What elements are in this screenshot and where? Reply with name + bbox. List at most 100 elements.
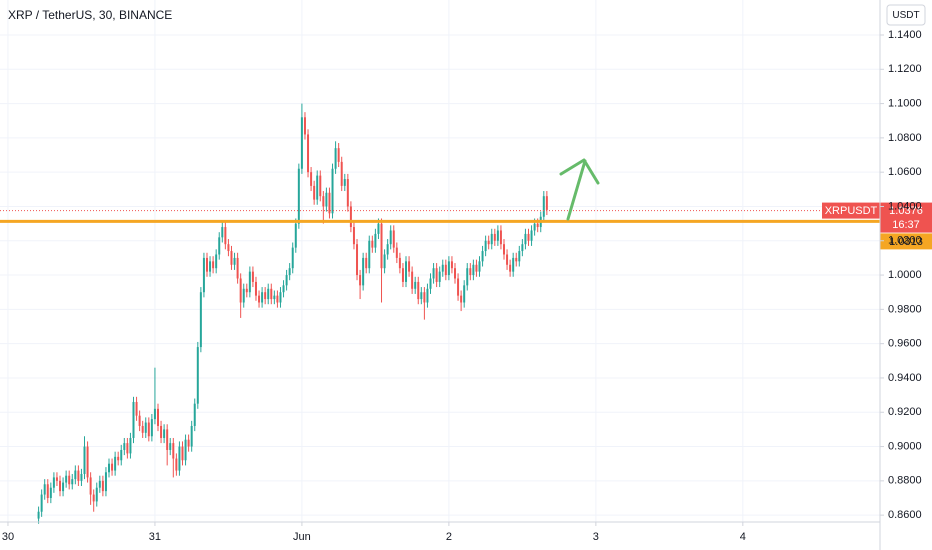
candle-body bbox=[331, 168, 334, 214]
axes: 0.8600 0.8800 0.9000 0.9200 0.9400 0.9600 0.98… bbox=[2, 29, 922, 543]
y-tick-label: 1.1400 bbox=[888, 29, 922, 41]
candle-body bbox=[343, 179, 346, 186]
candle-body bbox=[450, 261, 453, 269]
candle-body bbox=[160, 425, 163, 438]
y-tick-label: 1.0000 bbox=[888, 269, 922, 281]
candle-body bbox=[230, 251, 233, 265]
candle-body bbox=[233, 257, 236, 265]
candle-body bbox=[52, 477, 55, 488]
candle-body bbox=[383, 254, 386, 269]
candle-body bbox=[95, 487, 98, 502]
candle-body bbox=[490, 233, 493, 245]
y-tick-label: 1.1000 bbox=[888, 97, 922, 109]
candle-body bbox=[166, 429, 169, 450]
candle-body bbox=[530, 230, 533, 241]
candle-body bbox=[401, 268, 404, 282]
candle-body bbox=[264, 292, 267, 300]
y-tick-label: 0.9600 bbox=[888, 338, 922, 350]
candle-body bbox=[291, 247, 294, 269]
candle-body bbox=[101, 480, 104, 492]
candle-body bbox=[527, 233, 530, 241]
candle-body bbox=[310, 172, 313, 186]
candle-body bbox=[187, 439, 190, 447]
candle-body bbox=[135, 401, 138, 416]
grid bbox=[0, 0, 880, 522]
candle-body bbox=[334, 148, 337, 169]
candle-body bbox=[447, 261, 450, 276]
candle-body bbox=[120, 449, 123, 461]
candle-body bbox=[377, 223, 380, 234]
candle-body bbox=[80, 473, 83, 481]
y-tick-label: 1.1200 bbox=[888, 63, 922, 75]
trend-arrow bbox=[559, 158, 600, 221]
candle-body bbox=[352, 227, 355, 245]
candle-body bbox=[542, 196, 545, 217]
candles bbox=[37, 103, 548, 524]
candle-body bbox=[245, 288, 248, 293]
y-tick-label: 0.9400 bbox=[888, 372, 922, 384]
candle-body bbox=[389, 230, 392, 245]
candle-body bbox=[276, 295, 279, 303]
candle-body bbox=[432, 268, 435, 279]
candle-body bbox=[294, 223, 297, 248]
candle-body bbox=[398, 257, 401, 269]
overlays: 1.0313 XRPUSDT 1.0376 16:37 bbox=[0, 202, 932, 250]
candle-body bbox=[512, 257, 515, 272]
candle-body bbox=[181, 446, 184, 461]
candle-body bbox=[435, 268, 438, 282]
candle-body bbox=[190, 425, 193, 447]
candle-body bbox=[126, 443, 129, 454]
candle-body bbox=[420, 292, 423, 300]
candle-body bbox=[356, 244, 359, 276]
y-tick-label: 0.9800 bbox=[888, 303, 922, 315]
candle-body bbox=[303, 117, 306, 135]
arrow-shaft bbox=[566, 159, 587, 221]
candle-body bbox=[111, 463, 114, 471]
candle-body bbox=[77, 470, 80, 481]
candle-body bbox=[71, 479, 74, 485]
candle-body bbox=[147, 422, 150, 437]
candle-body bbox=[288, 268, 291, 276]
candle-body bbox=[267, 288, 270, 300]
candle-body bbox=[322, 196, 325, 207]
candle-body bbox=[83, 446, 86, 474]
candle-body bbox=[472, 264, 475, 276]
candle-body bbox=[285, 275, 288, 286]
last-price-bg bbox=[880, 202, 932, 233]
candle-body bbox=[169, 443, 172, 450]
y-tick-label: 1.0400 bbox=[888, 200, 922, 212]
candle-body bbox=[362, 257, 365, 286]
candle-body bbox=[463, 285, 466, 303]
candle-body bbox=[43, 484, 46, 495]
candle-body bbox=[444, 264, 447, 276]
candle-body bbox=[349, 206, 352, 228]
candle-body bbox=[417, 281, 420, 300]
y-tick-label: 0.9200 bbox=[888, 406, 922, 418]
candle-body bbox=[328, 192, 331, 214]
candle-body bbox=[282, 285, 285, 293]
candle-body bbox=[429, 278, 432, 289]
candle-body bbox=[466, 268, 469, 286]
candle-body bbox=[68, 475, 71, 485]
candle-body bbox=[65, 475, 68, 483]
candle-body bbox=[163, 429, 166, 438]
symbol-label-bg bbox=[822, 202, 880, 219]
candle-body bbox=[55, 477, 58, 481]
candle-body bbox=[184, 439, 187, 461]
candle-body bbox=[273, 295, 276, 300]
candle-body bbox=[215, 254, 218, 269]
y-tick-label: 0.9000 bbox=[888, 440, 922, 452]
x-tick-label: 4 bbox=[740, 531, 746, 543]
candle-body bbox=[469, 268, 472, 276]
candle-body bbox=[340, 161, 343, 186]
currency-button[interactable] bbox=[886, 4, 926, 26]
candle-body bbox=[37, 511, 40, 519]
candle-body bbox=[533, 223, 536, 231]
candle-body bbox=[141, 425, 144, 433]
candle-body bbox=[359, 275, 362, 286]
candle-body bbox=[129, 437, 132, 454]
candle-body bbox=[475, 264, 478, 272]
candle-body bbox=[316, 175, 319, 200]
currency-label[interactable]: USDT bbox=[892, 10, 919, 21]
